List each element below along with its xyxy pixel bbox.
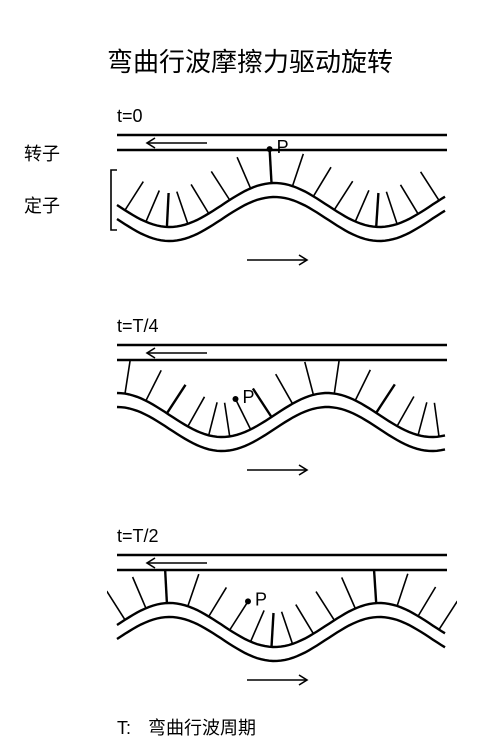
rotor-label: 转子 xyxy=(24,140,60,166)
diagram-title-text: 弯曲行波摩擦力驱动旋转 xyxy=(107,47,393,77)
p-label: P xyxy=(255,589,267,609)
p-label: P xyxy=(277,137,289,157)
diagram-title: 弯曲行波摩擦力驱动旋转 xyxy=(0,42,500,79)
period-footnote: T: 弯曲行波周期 xyxy=(117,714,256,740)
footnote-key: T: xyxy=(117,718,131,738)
wave-frame: P xyxy=(107,110,457,280)
wave-frame: P xyxy=(107,530,457,700)
p-label: P xyxy=(243,387,255,407)
wave-frame: P xyxy=(107,320,457,490)
footnote-text: 弯曲行波周期 xyxy=(148,718,256,738)
stator-label: 定子 xyxy=(24,192,60,218)
